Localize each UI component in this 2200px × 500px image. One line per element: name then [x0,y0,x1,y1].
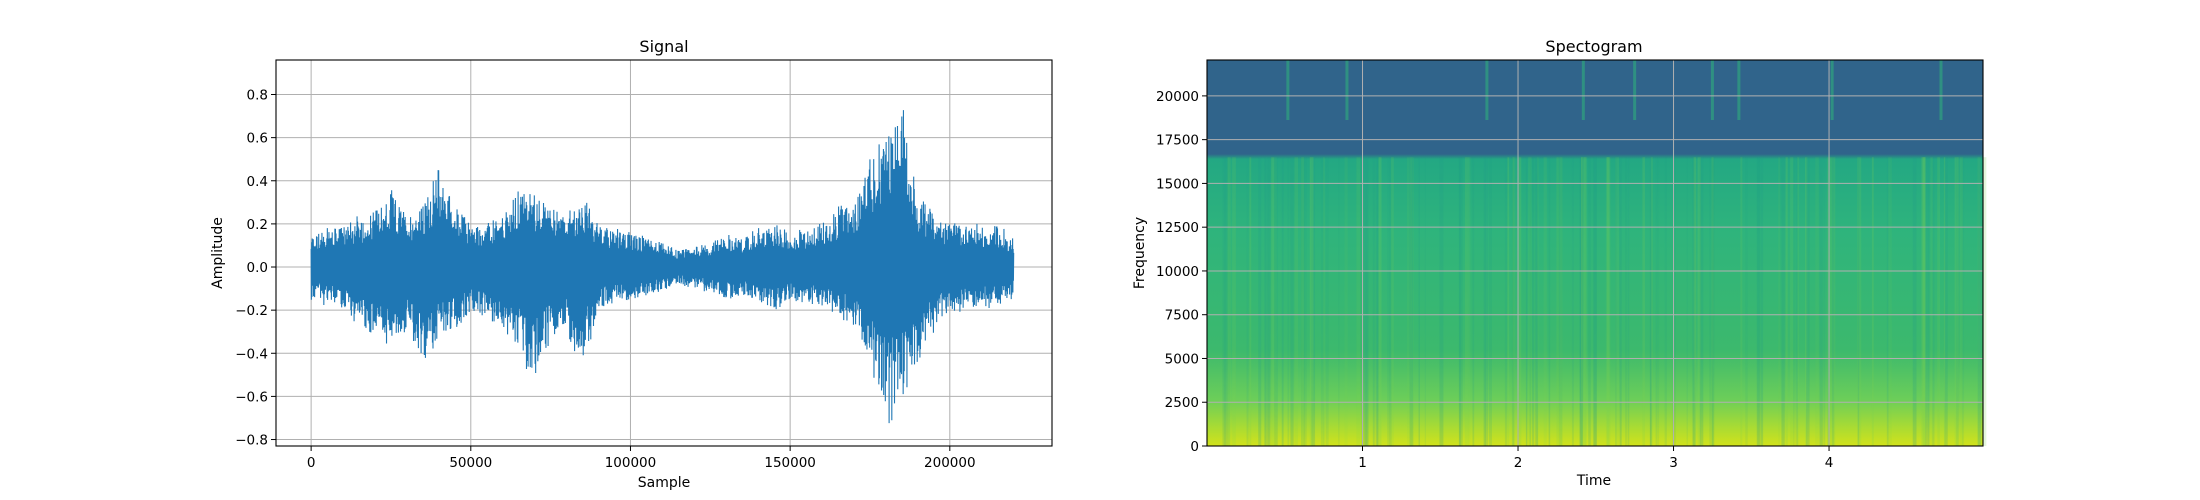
spectrogram-y-tick-label: 20000 [1156,89,1199,105]
signal-x-tick-label: 0 [307,455,316,471]
signal-x-tick-label: 50000 [449,455,492,471]
spectrogram-y-tick-label: 15000 [1156,176,1199,192]
signal-y-tick-label: −0.8 [235,433,268,449]
spectrogram-x-tick-label: 1 [1358,455,1367,471]
signal-x-tick-label: 150000 [764,455,816,471]
spectrogram-y-tick-label: 12500 [1156,220,1199,236]
signal-x-tick-label: 200000 [924,455,976,471]
signal-y-tick-label: 0.4 [247,174,268,190]
spectrogram-event-column [1711,60,1714,120]
signal-x-axis-label: Sample [638,475,691,491]
spectrogram-event-column [1286,60,1289,120]
spectrogram-x-tick-label: 3 [1669,455,1678,471]
spectrogram-y-tick-label: 17500 [1156,133,1199,149]
spectrogram-event-column [1633,60,1636,120]
spectrogram-event-column [1940,60,1943,120]
signal-y-tick-label: 0.6 [247,131,268,147]
signal-y-tick-label: −0.4 [235,346,268,362]
spectrogram-event-column [1737,60,1740,120]
spectrogram-chart: Spectogram 1 2 3 4 0 2500 5000 7500 10000 12500 1… [1132,37,1986,489]
spectrogram-y-tick-label: 5000 [1165,351,1199,367]
signal-x-tick-label: 100000 [605,455,657,471]
signal-y-tick-label: 0.0 [247,260,268,276]
signal-y-tick-label: −0.2 [235,303,268,319]
signal-y-tick-label: 0.8 [247,88,268,104]
spectrogram-event-column [1485,60,1488,120]
spectrogram-y-axis-label: Frequency [1132,217,1148,289]
signal-title: Signal [639,37,688,56]
signal-y-tick-label: 0.2 [247,217,268,233]
spectrogram-y-tick-label: 0 [1190,439,1199,455]
spectrogram-event-column [1831,60,1834,120]
spectrogram-x-tick-label: 4 [1825,455,1834,471]
spectrogram-event-column [1582,60,1585,120]
spectrogram-y-tick-label: 10000 [1156,264,1199,280]
spectrogram-image [1207,60,1986,446]
spectrogram-y-tick-label: 7500 [1165,308,1199,324]
spectrogram-event-column [1345,60,1348,120]
signal-y-axis-label: Amplitude [210,217,226,289]
signal-y-tick-label: −0.6 [235,389,268,405]
spectrogram-x-axis-label: Time [1576,473,1611,489]
spectrogram-y-tick-label: 2500 [1165,395,1199,411]
spectrogram-x-tick-label: 2 [1514,455,1523,471]
spectrogram-title: Spectogram [1545,37,1642,56]
